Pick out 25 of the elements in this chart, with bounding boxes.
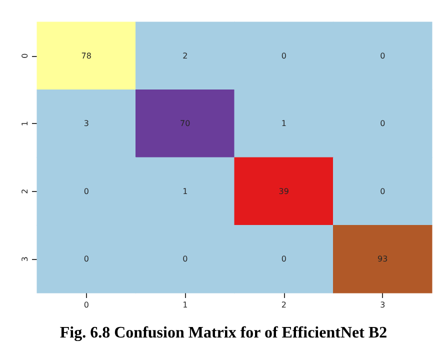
y-tick-label: 2 [20, 188, 30, 194]
data-label: 0 [380, 51, 386, 60]
x-tick-label: 0 [84, 300, 89, 310]
data-label: 3 [84, 119, 89, 128]
data-label: 2 [182, 51, 188, 60]
data-label: 70 [180, 119, 190, 128]
data-label: 0 [380, 186, 386, 196]
x-tick-label: 1 [182, 300, 188, 310]
data-label: 78 [81, 51, 92, 60]
text: Fig. 6.8 Confusion Matrix for of EfficientNet B2 [60, 324, 388, 342]
data-label: 1 [281, 119, 286, 128]
data-label: 0 [281, 51, 286, 60]
x-tick-label: 3 [380, 300, 386, 310]
y-tick-label: 3 [20, 256, 30, 262]
y-tick-label: 1 [20, 121, 30, 126]
data-label: 0 [380, 119, 386, 128]
data-label: 93 [378, 254, 388, 264]
y-tick-label: 0 [20, 53, 30, 58]
x-tick-label: 2 [281, 300, 286, 310]
data-label: 0 [84, 254, 89, 264]
data-label: 0 [281, 254, 286, 264]
data-label: 0 [182, 254, 188, 264]
data-label: 39 [278, 186, 289, 196]
data-label: 1 [182, 186, 188, 196]
data-label: 0 [84, 186, 89, 196]
